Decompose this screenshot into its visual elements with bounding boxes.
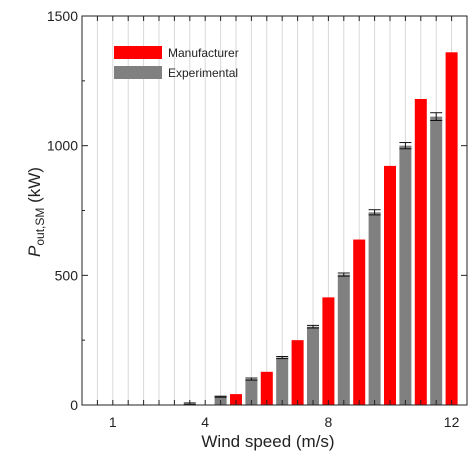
y-tick-label: 500 [55, 267, 79, 283]
bar-manufacturer [260, 371, 273, 405]
bar-manufacturer [383, 165, 397, 405]
error-bars-group [183, 112, 443, 405]
bar-experimental [399, 145, 412, 405]
y-tick-label: 1500 [47, 8, 78, 24]
x-tick-label: 4 [201, 414, 209, 430]
y-axis-title-main: P [25, 245, 44, 257]
bars-group [183, 52, 458, 405]
bar-experimental [276, 357, 289, 405]
y-tick-label: 0 [70, 397, 78, 413]
y-axis-title-subscript: out,SM [33, 208, 47, 246]
bar-manufacturer [445, 52, 458, 405]
x-tick-label: 12 [444, 414, 460, 430]
x-tick-label: 1 [109, 414, 117, 430]
bar-manufacturer [414, 98, 427, 405]
legend-label-experimental: Experimental [168, 66, 238, 80]
legend-swatch-manufacturer [114, 46, 162, 59]
bar-experimental [245, 379, 258, 405]
x-tick-label: 8 [325, 414, 333, 430]
bar-manufacturer [229, 394, 243, 405]
axis-ticks: 1 4 8 12 0 500 1000 1500 [47, 8, 467, 430]
bar-experimental [337, 274, 350, 405]
legend-label-manufacturer: Manufacturer [168, 46, 239, 60]
bar-manufacturer [291, 340, 304, 405]
legend: Manufacturer Experimental [114, 46, 239, 80]
bar-experimental [368, 212, 381, 405]
bar-experimental [306, 326, 320, 405]
y-axis-title-unit: (kW) [25, 167, 44, 208]
legend-swatch-experimental [114, 66, 162, 79]
x-axis-title: Wind speed (m/s) [201, 432, 334, 451]
bar-experimental [430, 116, 443, 405]
bar-manufacturer [322, 297, 335, 405]
y-axis-title: Pout,SM (kW) [25, 167, 47, 257]
y-tick-label: 1000 [47, 138, 78, 154]
bar-manufacturer [353, 239, 366, 405]
